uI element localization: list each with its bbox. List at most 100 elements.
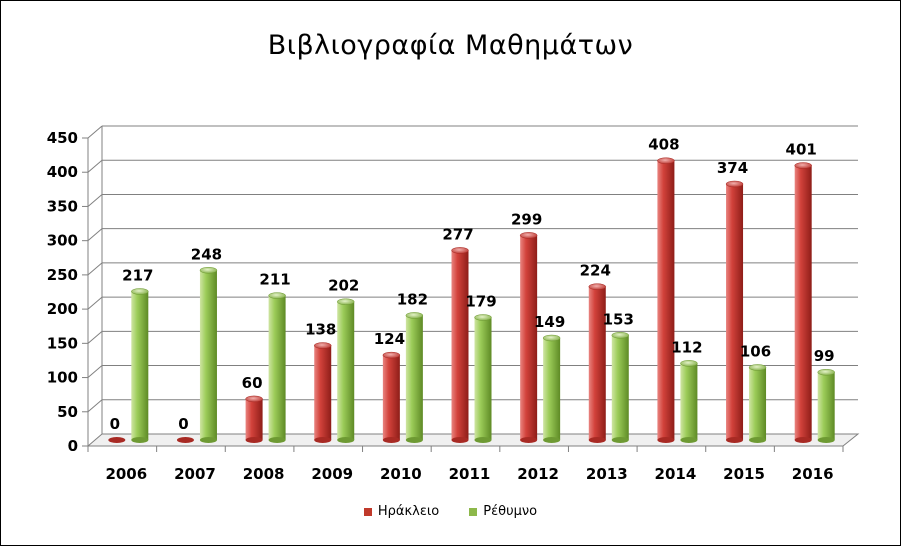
bar-cap xyxy=(268,292,286,299)
bar-cap xyxy=(748,364,767,371)
y-tick-label: 350 xyxy=(47,197,78,215)
gridline-side xyxy=(87,399,103,413)
bar-base xyxy=(199,437,217,443)
legend-item-series-2: Ρέθυμνο xyxy=(469,504,537,519)
bar-body xyxy=(543,338,561,440)
bar-body xyxy=(337,301,355,440)
gridline-side xyxy=(87,296,103,310)
legend: Ηράκλειο Ρέθυμνο xyxy=(0,504,901,519)
bar xyxy=(131,288,149,443)
bar-cap xyxy=(108,437,126,443)
bar xyxy=(794,162,812,443)
bar xyxy=(336,298,355,443)
bar xyxy=(176,437,194,443)
bar-cap xyxy=(382,351,401,359)
bar-cap xyxy=(680,360,698,367)
y-tick-label: 250 xyxy=(47,266,78,284)
bar-body xyxy=(199,270,217,440)
bar-cap xyxy=(657,157,675,164)
data-label: 182 xyxy=(397,290,428,308)
bar-cap xyxy=(245,395,263,403)
bar-base xyxy=(268,437,286,443)
bar-body xyxy=(749,367,767,440)
y-tick-label: 200 xyxy=(47,300,78,318)
bar-cap xyxy=(588,283,607,290)
x-tick-label: 2016 xyxy=(792,465,834,483)
bar-base xyxy=(794,437,812,443)
x-tick-label: 2015 xyxy=(723,465,765,483)
bar-base xyxy=(451,437,469,443)
data-labels: 0 0 60 138 124 277 299 224 408 374 401 217 248 211 202… xyxy=(110,136,835,433)
bar-base xyxy=(520,437,538,443)
bar xyxy=(268,292,286,443)
bar-body xyxy=(726,184,744,440)
bars xyxy=(108,157,835,443)
bar xyxy=(474,314,492,443)
bar xyxy=(382,351,401,443)
x-tick-label: 2011 xyxy=(449,465,491,483)
bar xyxy=(519,232,538,443)
y-tick-label: 0 xyxy=(68,437,78,455)
bar-body xyxy=(131,291,149,440)
bar-cap xyxy=(817,368,835,376)
bar-cap xyxy=(794,162,812,169)
bar-body xyxy=(520,235,538,440)
data-label: 408 xyxy=(648,136,679,154)
bar-body xyxy=(611,335,629,440)
data-label: 374 xyxy=(717,159,748,177)
bar xyxy=(657,157,675,443)
data-label: 153 xyxy=(603,310,634,328)
bar-body xyxy=(817,372,835,440)
data-label: 60 xyxy=(242,374,263,392)
bar xyxy=(542,334,561,443)
bar-base xyxy=(588,437,606,443)
bar xyxy=(405,312,424,443)
bar-base xyxy=(543,437,561,443)
data-label: 299 xyxy=(511,210,542,228)
bar-cap xyxy=(405,312,424,319)
bar-base xyxy=(657,437,675,443)
bar-body xyxy=(588,286,606,440)
bar-cap xyxy=(131,288,149,295)
bar-body xyxy=(314,345,332,440)
gridline-side xyxy=(87,228,103,242)
bar xyxy=(199,267,218,443)
x-tick-label: 2006 xyxy=(105,465,147,483)
bar-base xyxy=(680,437,698,443)
y-tick-label: 50 xyxy=(57,403,78,421)
bar-base xyxy=(405,437,423,443)
bar-cap xyxy=(176,437,194,443)
y-tick-label: 300 xyxy=(47,232,78,250)
bar xyxy=(817,368,835,443)
gridline-side xyxy=(87,262,103,276)
bar xyxy=(313,342,332,443)
legend-swatch-series-1 xyxy=(363,507,372,516)
data-label: 149 xyxy=(534,313,565,331)
bar-cap xyxy=(336,298,355,305)
bar-base xyxy=(611,437,629,443)
bar-body xyxy=(657,160,675,440)
data-label: 401 xyxy=(786,141,817,159)
bar-base xyxy=(726,437,744,443)
x-tick-label: 2012 xyxy=(517,465,559,483)
data-label: 0 xyxy=(178,415,188,433)
gridline-side xyxy=(87,194,103,207)
data-label: 277 xyxy=(442,225,473,243)
bar-cap xyxy=(199,267,218,274)
bar-cap xyxy=(474,314,492,321)
bar-base xyxy=(749,437,767,443)
bar xyxy=(748,364,767,443)
x-tick-label: 2010 xyxy=(380,465,422,483)
bar-body xyxy=(451,250,469,440)
data-label: 0 xyxy=(110,415,120,433)
y-tick-label: 100 xyxy=(47,369,78,387)
data-label: 112 xyxy=(671,338,702,356)
bar-body xyxy=(245,398,263,440)
x-tick-label: 2008 xyxy=(243,465,285,483)
legend-label-series-2: Ρέθυμνο xyxy=(483,504,538,519)
bar-base xyxy=(314,437,332,443)
x-tick-label: 2013 xyxy=(586,465,628,483)
x-tick-label: 2014 xyxy=(655,465,697,483)
